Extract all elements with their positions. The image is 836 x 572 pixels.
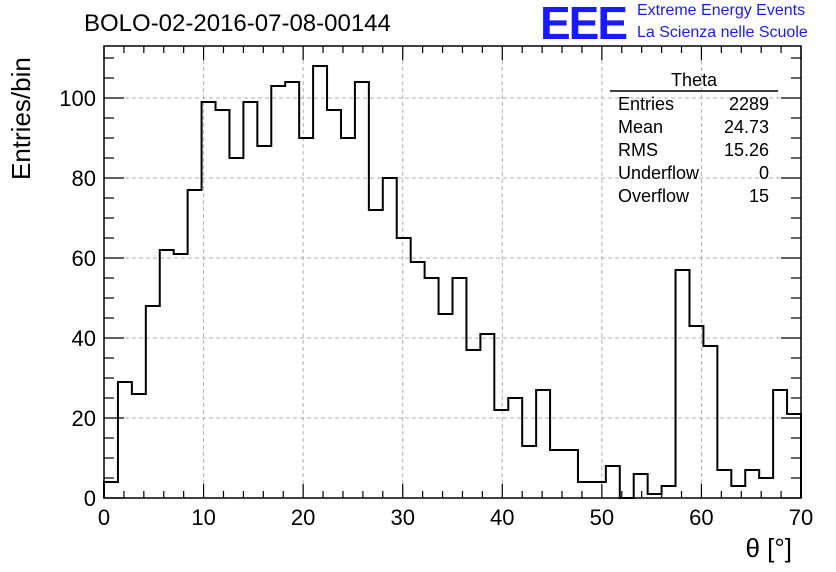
y-tick-label: 20 (72, 406, 96, 431)
stats-label: Mean (618, 117, 663, 137)
x-tick-label: 20 (291, 505, 315, 530)
stats-label: Overflow (618, 186, 690, 206)
x-tick-label: 60 (689, 505, 713, 530)
y-tick-label: 0 (84, 486, 96, 511)
stats-box: Theta Entries 2289 Mean 24.73 RMS 15.26 Underf… (610, 70, 778, 206)
stats-value: 15.26 (724, 140, 769, 160)
y-tick-label: 100 (59, 86, 96, 111)
x-tick-label: 50 (590, 505, 614, 530)
logo-text-line2: La Scienza nelle Scuole (637, 24, 808, 41)
y-tick-labels: 0 20 40 60 80 100 (59, 86, 96, 511)
stats-label: Underflow (618, 163, 700, 183)
y-axis-title: Entries/bin (6, 57, 36, 180)
plot-frame (103, 45, 802, 499)
x-tick-label: 70 (789, 505, 813, 530)
stats-label: RMS (618, 140, 658, 160)
stats-value: 2289 (729, 94, 769, 114)
stats-label: Entries (618, 94, 674, 114)
x-axis-title: θ [°] (745, 533, 792, 563)
eee-logo: EEE (540, 0, 628, 49)
x-tick-label: 40 (490, 505, 514, 530)
y-tick-label: 60 (72, 246, 96, 271)
chart-title: BOLO-02-2016-07-08-00144 (84, 10, 391, 37)
stats-value: 0 (759, 163, 769, 183)
stats-value: 24.73 (724, 117, 769, 137)
axis-ticks (103, 46, 802, 499)
histogram-outline (103, 65, 802, 499)
x-tick-labels: 0 10 20 30 40 50 60 70 (98, 505, 813, 530)
x-tick-label: 30 (390, 505, 414, 530)
stats-value: 15 (749, 186, 769, 206)
logo-text-line1: Extreme Energy Events (637, 2, 806, 19)
y-tick-label: 40 (72, 326, 96, 351)
stats-box-name: Theta (671, 70, 718, 90)
x-tick-label: 0 (98, 505, 110, 530)
grid-lines (104, 46, 801, 498)
y-tick-label: 80 (72, 166, 96, 191)
x-tick-label: 10 (191, 505, 215, 530)
